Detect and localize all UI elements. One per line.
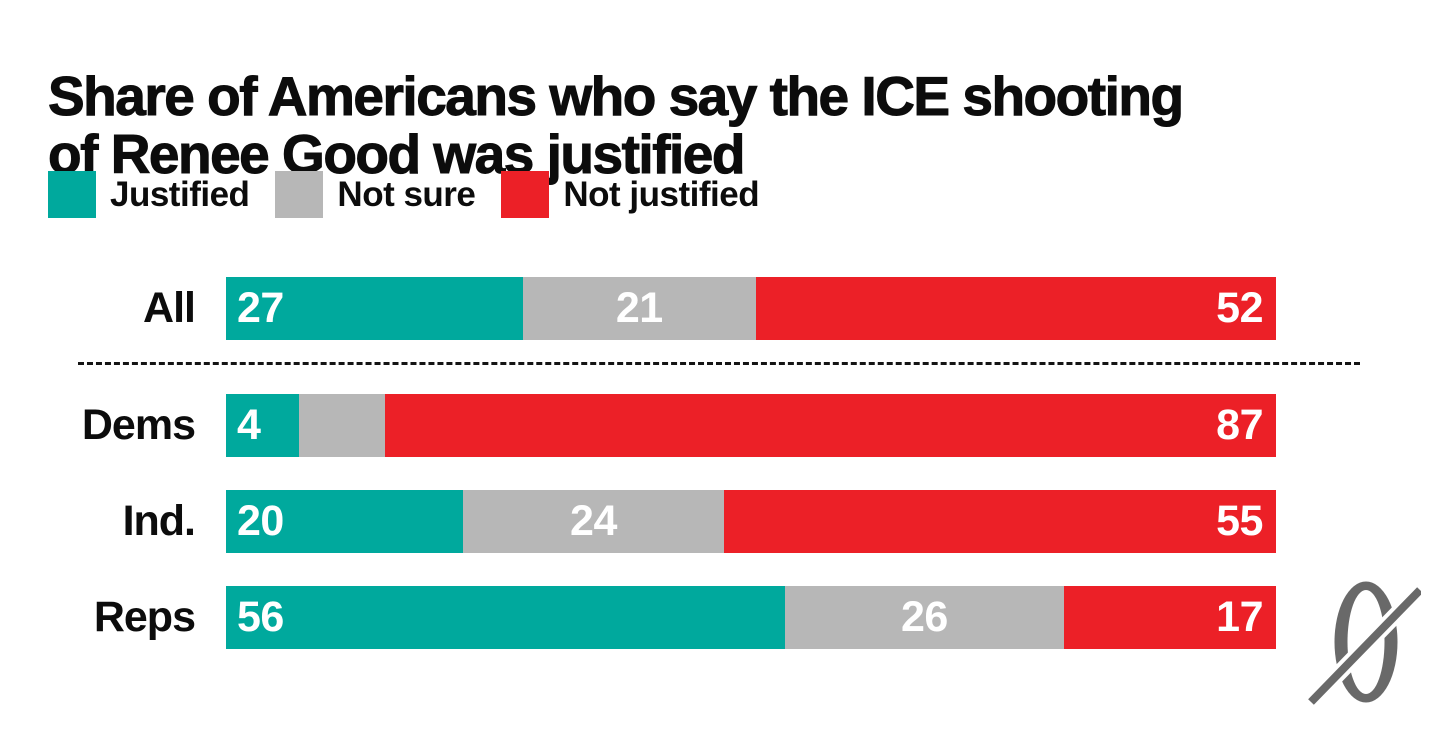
bar-value-label: 21 — [615, 284, 663, 332]
bar-segment-justified: 27 — [226, 277, 523, 340]
legend-label: Justified — [110, 174, 250, 214]
bar-value-label: 26 — [900, 593, 948, 641]
bar-value-label: 24 — [570, 497, 617, 545]
chart-row-all: All 27 21 52 — [48, 277, 1360, 340]
legend-label: Not sure — [337, 174, 476, 214]
stacked-bar: 4 87 — [226, 394, 1276, 457]
bar-segment-not-justified: 17 — [1064, 586, 1276, 649]
category-label: Ind. — [122, 497, 196, 545]
category-label: Reps — [93, 593, 196, 641]
bar-value-label: 20 — [237, 497, 284, 545]
stacked-bar: 20 24 55 — [226, 490, 1276, 553]
bar-segment-not-justified: 87 — [384, 394, 1276, 457]
category-label: Dems — [81, 401, 196, 449]
legend: Justified Not sure Not justified — [48, 171, 760, 218]
chart-title: Share of Americans who say the ICE shoot… — [48, 64, 1185, 185]
stacked-bar: 27 21 52 — [226, 277, 1276, 340]
chart-title-line2: of Renee Good was justified — [48, 122, 746, 185]
bar-segment-justified: 4 — [226, 394, 299, 457]
legend-item: Justified — [48, 171, 250, 218]
bar-segment-justified: 56 — [226, 586, 785, 649]
bar-segment-not-sure — [298, 394, 385, 457]
bar-segment-not-sure: 24 — [462, 490, 725, 553]
bar-value-label: 27 — [237, 284, 284, 332]
slashed-zero-icon — [1305, 581, 1426, 708]
bar-segment-not-justified: 55 — [724, 490, 1276, 553]
legend-swatch-icon — [275, 171, 324, 218]
bar-segment-not-sure: 26 — [784, 586, 1065, 649]
bar-segment-not-sure: 21 — [522, 277, 756, 340]
category-label: All — [143, 284, 196, 332]
stacked-bar-chart: All 27 21 52 Dems 4 87 Ind. 20 24 55 Reps 56 26 17 — [48, 277, 1360, 682]
chart-title-line1: Share of Americans who say the ICE shoot… — [48, 64, 1185, 127]
legend-label: Not justified — [563, 174, 760, 214]
chart-row-dems: Dems 4 87 — [48, 394, 1360, 457]
bar-value-label: 56 — [237, 593, 284, 641]
publisher-logo — [1303, 560, 1426, 725]
bar-segment-justified: 20 — [226, 490, 463, 553]
bar-value-label: 17 — [1216, 593, 1263, 641]
legend-swatch-icon — [48, 171, 96, 218]
legend-swatch-icon — [501, 171, 550, 218]
bar-value-label: 4 — [237, 401, 261, 449]
legend-item: Not sure — [275, 171, 476, 218]
bar-value-label: 52 — [1216, 284, 1263, 332]
chart-row-reps: Reps 56 26 17 — [48, 586, 1360, 649]
bar-segment-not-justified: 52 — [755, 277, 1276, 340]
dashed-divider — [78, 362, 1360, 365]
bar-value-label: 87 — [1216, 401, 1263, 449]
bar-value-label: 55 — [1216, 497, 1263, 545]
chart-row-ind: Ind. 20 24 55 — [48, 490, 1360, 553]
stacked-bar: 56 26 17 — [226, 586, 1276, 649]
legend-item: Not justified — [501, 171, 760, 218]
